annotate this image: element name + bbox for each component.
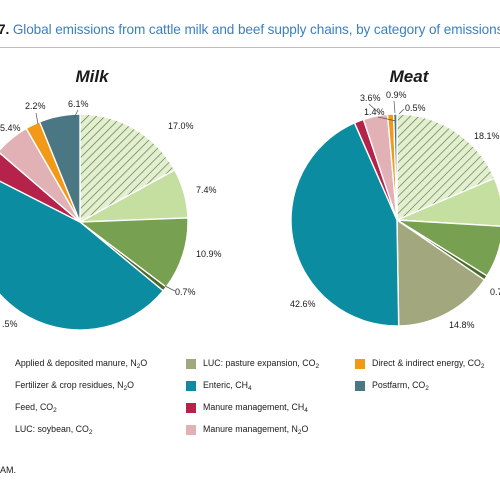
legend-label: LUC: pasture expansion, CO2 bbox=[203, 358, 320, 370]
slice-label-manure_n2o: 5.4% bbox=[0, 123, 21, 133]
figure-title-text: Global emissions from cattle milk and be… bbox=[12, 22, 500, 37]
legend-label: Fertilizer & crop residues, N2O bbox=[15, 380, 134, 392]
legend-label: Direct & indirect energy, CO2 bbox=[372, 358, 485, 370]
slice-label-enteric_ch4: 42.6% bbox=[290, 299, 316, 309]
pie-slice-enteric_ch4 bbox=[0, 180, 165, 331]
legend-item-postfarm_co2: Postfarm, CO2 bbox=[355, 380, 429, 392]
legend-label: LUC: soybean, CO2 bbox=[15, 424, 93, 436]
leader-line bbox=[377, 116, 397, 122]
legend-label: Applied & deposited manure, N2O bbox=[15, 358, 148, 370]
figure-title: 7. Global emissions from cattle milk and… bbox=[0, 22, 500, 37]
legend-label: Postfarm, CO2 bbox=[372, 380, 429, 392]
legend-swatch bbox=[186, 425, 196, 435]
legend-item-fertilizer_n2o: Fertilizer & crop residues, N2O bbox=[0, 380, 134, 392]
leader-line bbox=[73, 109, 79, 119]
legend-label: Feed, CO2 bbox=[15, 402, 57, 414]
slice-label-luc_soybean_co2: 0.7 bbox=[490, 287, 500, 297]
slice-label-applied_manure_n2o: 17.0% bbox=[168, 121, 194, 131]
title-divider bbox=[0, 47, 500, 48]
slice-label-luc_pasture_co2: 14.8% bbox=[449, 320, 475, 330]
legend-item-applied_manure_n2o: Applied & deposited manure, N2O bbox=[0, 358, 147, 370]
slice-label-postfarm_co2: 6.1% bbox=[68, 99, 89, 109]
slice-label-applied_manure_n2o: 18.1% bbox=[474, 131, 500, 141]
legend-swatch bbox=[186, 403, 196, 413]
source-note: AM. bbox=[0, 465, 17, 475]
pie-slice-applied_manure_n2o bbox=[396, 113, 496, 222]
legend-item-enteric_ch4: Enteric, CH4 bbox=[186, 380, 252, 392]
legend-swatch bbox=[186, 381, 196, 391]
leader-line bbox=[368, 103, 381, 115]
pie-slice-feed_co2 bbox=[78, 217, 189, 289]
slice-label-luc_soybean_co2: 0.7% bbox=[175, 287, 196, 297]
slice-label-energy_co2: 0.9% bbox=[386, 90, 407, 100]
slice-label-fertilizer_n2o: 7.4% bbox=[196, 185, 217, 195]
pie-slice-luc_pasture_co2 bbox=[396, 218, 486, 327]
legend-swatch bbox=[355, 381, 365, 391]
leader-line bbox=[164, 285, 176, 292]
leader-line bbox=[393, 100, 396, 114]
leader-line bbox=[35, 112, 39, 125]
legend-item-luc_soybean_co2: LUC: soybean, CO2 bbox=[0, 424, 92, 436]
slice-label-feed_co2: 10.9% bbox=[196, 249, 222, 259]
slice-label-energy_co2: 2.2% bbox=[25, 101, 46, 111]
slice-label-postfarm_co2: 0.5% bbox=[405, 103, 426, 113]
legend-label: Enteric, CH4 bbox=[203, 380, 252, 392]
pie-charts: Milk 17.0% 7.4% 10.9% 0.7% .5% 5.4% 2.2% 6.1% Mea… bbox=[0, 67, 500, 331]
legend-item-manure_ch4: Manure management, CH4 bbox=[186, 402, 308, 414]
legend-label: Manure management, CH4 bbox=[203, 402, 308, 414]
pie-slice-applied_manure_n2o bbox=[79, 113, 176, 224]
pie-milk bbox=[0, 113, 189, 331]
legend-item-feed_co2: Feed, CO2 bbox=[0, 402, 57, 414]
legend-item-energy_co2: Direct & indirect energy, CO2 bbox=[355, 358, 484, 370]
slice-label-manure_n2o: 3.6% bbox=[360, 93, 381, 103]
legend: Applied & deposited manure, N2O Fertilize… bbox=[0, 358, 500, 438]
legend-item-luc_pasture_co2: LUC: pasture expansion, CO2 bbox=[186, 358, 319, 370]
leader-line bbox=[398, 108, 405, 115]
figure-number: 7. bbox=[0, 22, 10, 37]
pie-slice-enteric_ch4 bbox=[290, 121, 400, 327]
legend-label: Manure management, N2O bbox=[203, 424, 309, 436]
pie-meat bbox=[290, 113, 500, 327]
pie-slice-postfarm_co2 bbox=[38, 113, 81, 223]
legend-item-manure_n2o: Manure management, N2O bbox=[186, 424, 308, 436]
legend-swatch bbox=[355, 359, 365, 369]
pie-slice-fertilizer_n2o bbox=[396, 177, 500, 227]
pie-title-meat: Meat bbox=[390, 67, 430, 86]
legend-swatch bbox=[186, 359, 196, 369]
slice-label-manure_ch4: 1.4% bbox=[364, 107, 385, 117]
pie-slice-postfarm_co2 bbox=[392, 113, 398, 221]
pie-title-milk: Milk bbox=[75, 67, 110, 86]
slice-label-enteric_ch4: .5% bbox=[2, 319, 18, 329]
